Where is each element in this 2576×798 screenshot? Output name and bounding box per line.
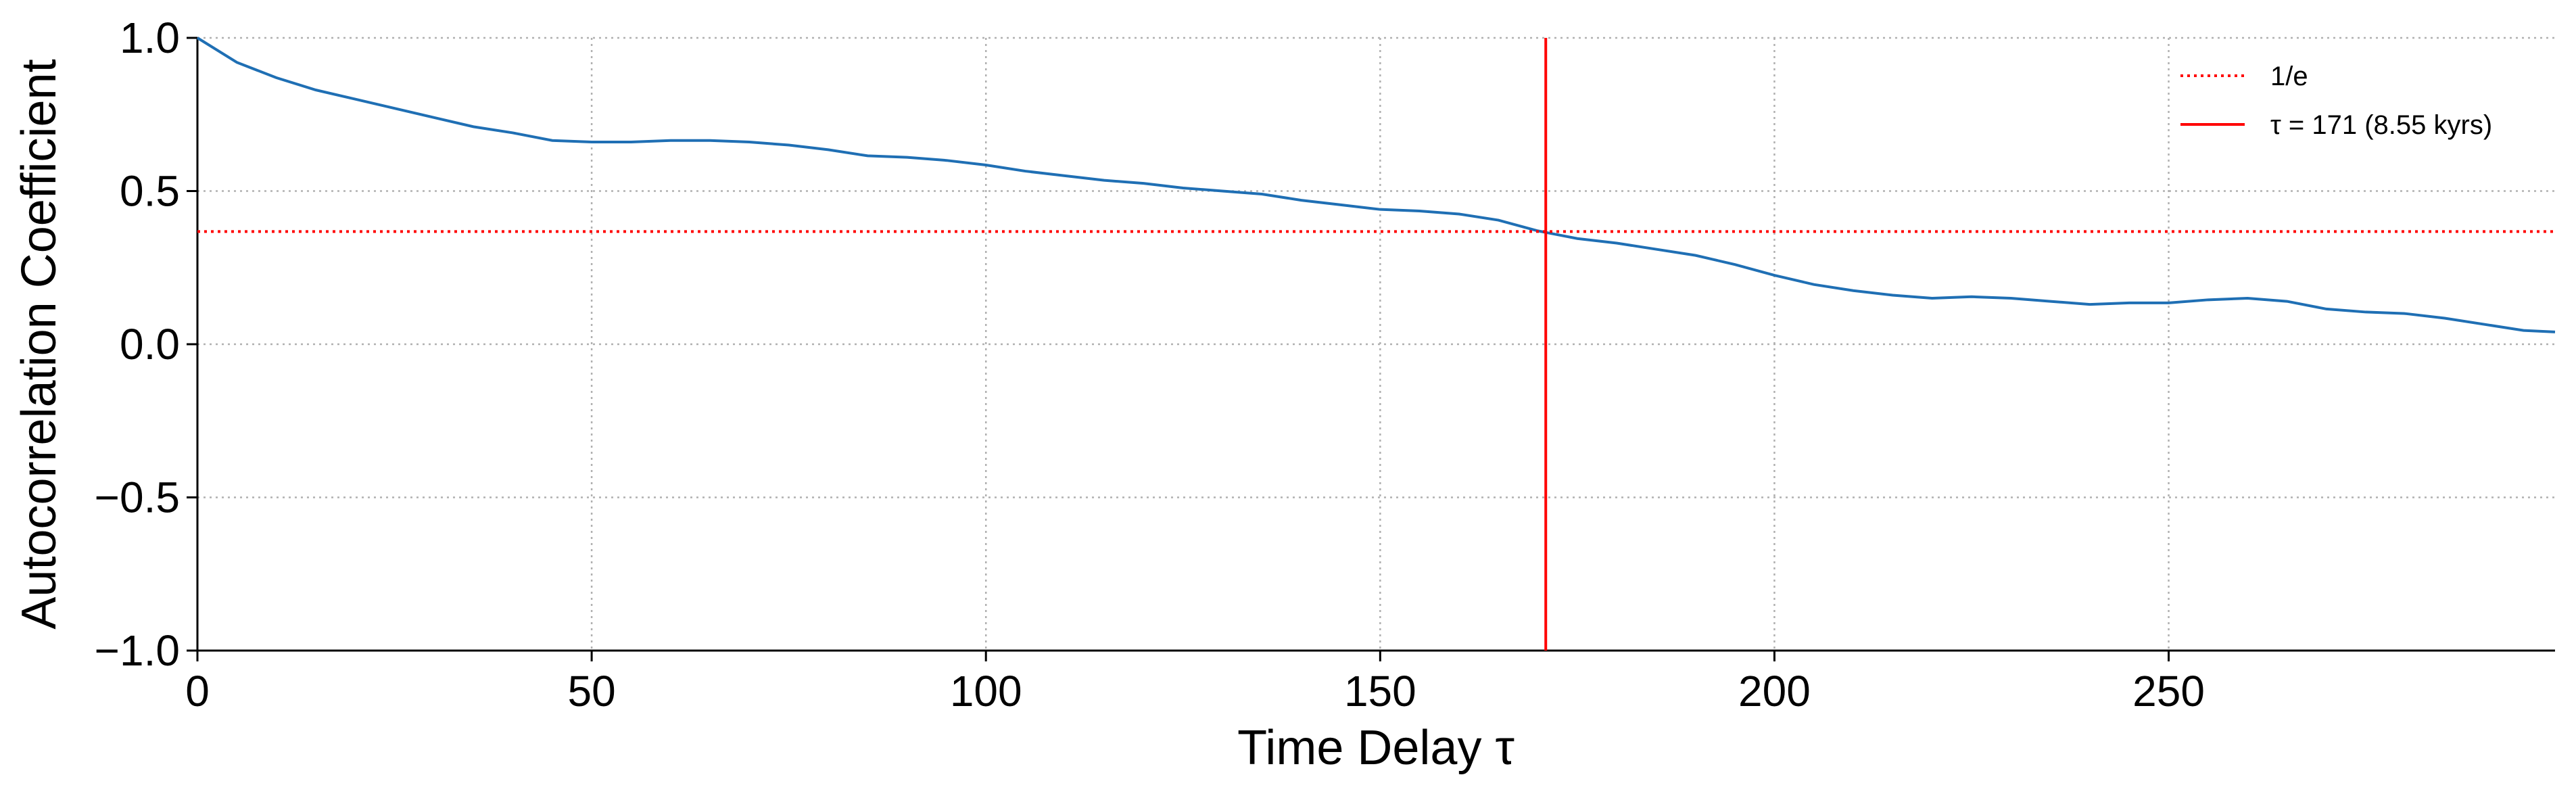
y-tick-label: 0.5	[120, 167, 180, 216]
legend-label: τ = 171 (8.55 kyrs)	[2270, 110, 2492, 140]
x-tick-label: 0	[185, 667, 210, 715]
y-tick-label: 0.0	[120, 320, 180, 369]
x-tick-label: 150	[1344, 667, 1416, 715]
data-line	[196, 37, 2556, 333]
x-axis-label: Time Delay τ	[1237, 721, 1514, 775]
x-tick-label: 50	[568, 667, 616, 715]
y-tick-label: 1.0	[120, 14, 180, 62]
x-tick-label: 250	[2132, 667, 2205, 715]
legend-label: 1/e	[2270, 62, 2308, 91]
x-tick-label: 100	[950, 667, 1022, 715]
y-tick-label: −0.5	[95, 473, 180, 522]
x-tick-label: 200	[1738, 667, 1811, 715]
y-tick-label: −1.0	[95, 626, 180, 675]
y-axis-label: Autocorrelation Coefficient	[12, 59, 66, 629]
